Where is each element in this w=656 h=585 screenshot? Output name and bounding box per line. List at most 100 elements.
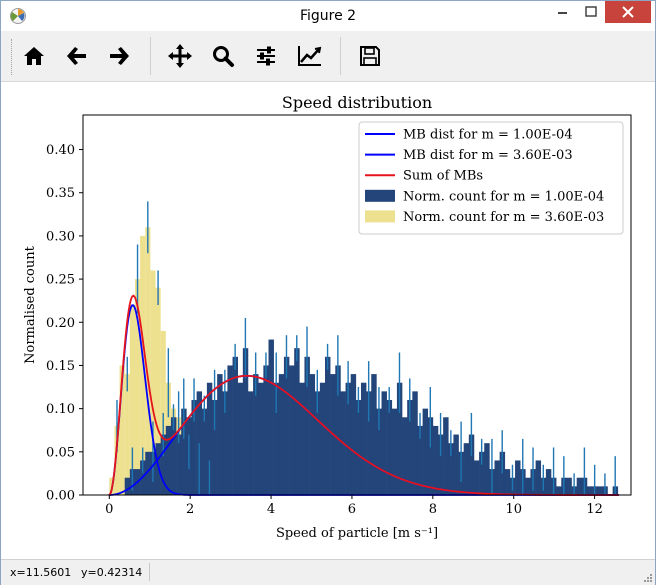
window-title: Figure 2 — [299, 8, 357, 24]
histogram-bar — [432, 425, 439, 495]
histogram-bar — [263, 365, 269, 495]
histogram-bar — [165, 425, 172, 495]
histogram-bar — [484, 443, 490, 495]
histogram-bar — [283, 356, 290, 495]
histogram-bar — [145, 451, 151, 495]
histogram-bar — [576, 477, 583, 495]
histogram-bar — [294, 348, 300, 495]
toolbar-separator — [340, 37, 341, 75]
histogram-bar — [304, 356, 310, 495]
histogram-bar — [206, 382, 213, 495]
histogram-bar — [170, 417, 177, 495]
x-axis-ticks: 0 2 4 6 8 10 12 — [105, 495, 603, 517]
close-icon — [622, 6, 634, 18]
home-icon — [24, 47, 44, 65]
histogram-bar — [556, 486, 562, 495]
status-bar: x=11.5601 y=0.42314 — [1, 559, 655, 585]
maximize-button[interactable] — [577, 1, 605, 23]
legend-box — [358, 121, 624, 235]
x-tick-label: 2 — [186, 502, 194, 517]
toolbar-separator — [150, 37, 151, 75]
histogram-bar — [325, 356, 331, 495]
x-tick-label: 0 — [105, 502, 113, 517]
save-button[interactable] — [354, 40, 386, 72]
histogram-bar — [114, 425, 120, 495]
histogram-bar — [145, 227, 151, 496]
histogram-bar — [268, 339, 274, 495]
histogram-bar — [396, 382, 403, 495]
back-button[interactable] — [61, 40, 93, 72]
y-tick-label: 0.05 — [46, 445, 75, 460]
histogram-bar — [335, 365, 341, 495]
pan-button[interactable] — [164, 40, 196, 72]
resize-grip-icon[interactable] — [643, 573, 653, 583]
histogram-bar — [412, 391, 418, 495]
home-button[interactable] — [18, 40, 50, 72]
histogram-bar — [525, 477, 531, 495]
chart: 0 2 4 6 8 10 12 0.000.050.100.150.200.250.300.… — [23, 93, 632, 541]
legend-entry: MB dist for m = 3.60E-03 — [403, 148, 573, 163]
toolbar-grip[interactable] — [11, 39, 15, 75]
configure-subplots-button[interactable] — [250, 40, 282, 72]
histogram-bar — [258, 382, 264, 495]
histogram-bar — [515, 460, 521, 495]
histogram-bar — [319, 382, 326, 495]
legend: MB dist for m = 1.00E-04 MB dist for m =… — [358, 121, 624, 235]
legend-entry: Norm. count for m = 3.60E-03 — [403, 210, 604, 225]
histogram-bar — [443, 417, 449, 495]
line-chart-icon — [298, 46, 322, 66]
x-axis-label: Speed of particle [m s⁻¹] — [276, 526, 438, 541]
histogram-bar — [222, 391, 228, 495]
histogram-bar — [181, 408, 187, 495]
histogram-bar — [247, 391, 254, 495]
histogram-bar — [273, 382, 280, 495]
histogram-bar — [350, 374, 357, 495]
minimize-button[interactable] — [549, 1, 577, 23]
x-tick-label: 4 — [267, 502, 275, 517]
histogram-bar — [427, 417, 434, 495]
histogram-bar — [345, 382, 351, 495]
y-tick-label: 0.25 — [46, 273, 75, 288]
histogram-bar — [150, 270, 156, 495]
navigation-toolbar — [1, 31, 655, 82]
histogram-bar — [545, 469, 552, 495]
cursor-y-readout: y=0.42314 — [81, 566, 143, 579]
y-axis-label: Normalised count — [23, 245, 38, 363]
histogram-bar — [201, 408, 208, 495]
histogram-bar — [494, 460, 500, 495]
histogram-bar — [355, 400, 362, 495]
histogram-bar — [504, 469, 511, 495]
title-bar: Figure 2 — [1, 1, 655, 31]
histogram-bar — [366, 391, 372, 495]
histogram-bar — [381, 391, 387, 495]
histogram-bar — [407, 400, 413, 495]
close-button[interactable] — [605, 1, 651, 23]
forward-button[interactable] — [103, 40, 135, 72]
arrow-right-icon — [110, 47, 129, 65]
histogram-bar — [402, 417, 408, 495]
y-tick-label: 0.20 — [46, 316, 75, 331]
x-tick-label: 6 — [348, 502, 356, 517]
histogram-bar — [299, 382, 305, 495]
edit-axis-button[interactable] — [294, 40, 326, 72]
histogram-bar — [422, 408, 429, 495]
figure-canvas[interactable]: 0 2 4 6 8 10 12 0.00 0.05 0.10 0.15 0.20 0.25 0.30 0.… — [1, 82, 655, 559]
matplotlib-app-icon — [10, 8, 26, 24]
histogram-bar — [160, 434, 167, 495]
histogram-bar — [360, 382, 367, 495]
minimize-icon — [558, 12, 567, 14]
x-tick-label: 10 — [505, 502, 522, 517]
histogram-bar — [129, 305, 135, 495]
zoom-button[interactable] — [207, 40, 239, 72]
histogram-bar — [314, 391, 321, 495]
sliders-icon — [257, 46, 275, 66]
histogram-bar — [448, 443, 454, 495]
histogram-bar — [237, 382, 244, 495]
histogram-bar — [124, 374, 130, 495]
histogram-bar — [309, 374, 316, 495]
histogram-bar — [586, 486, 593, 495]
histogram-bar — [134, 279, 141, 495]
histogram-bar — [438, 434, 444, 495]
move-icon — [168, 44, 192, 68]
